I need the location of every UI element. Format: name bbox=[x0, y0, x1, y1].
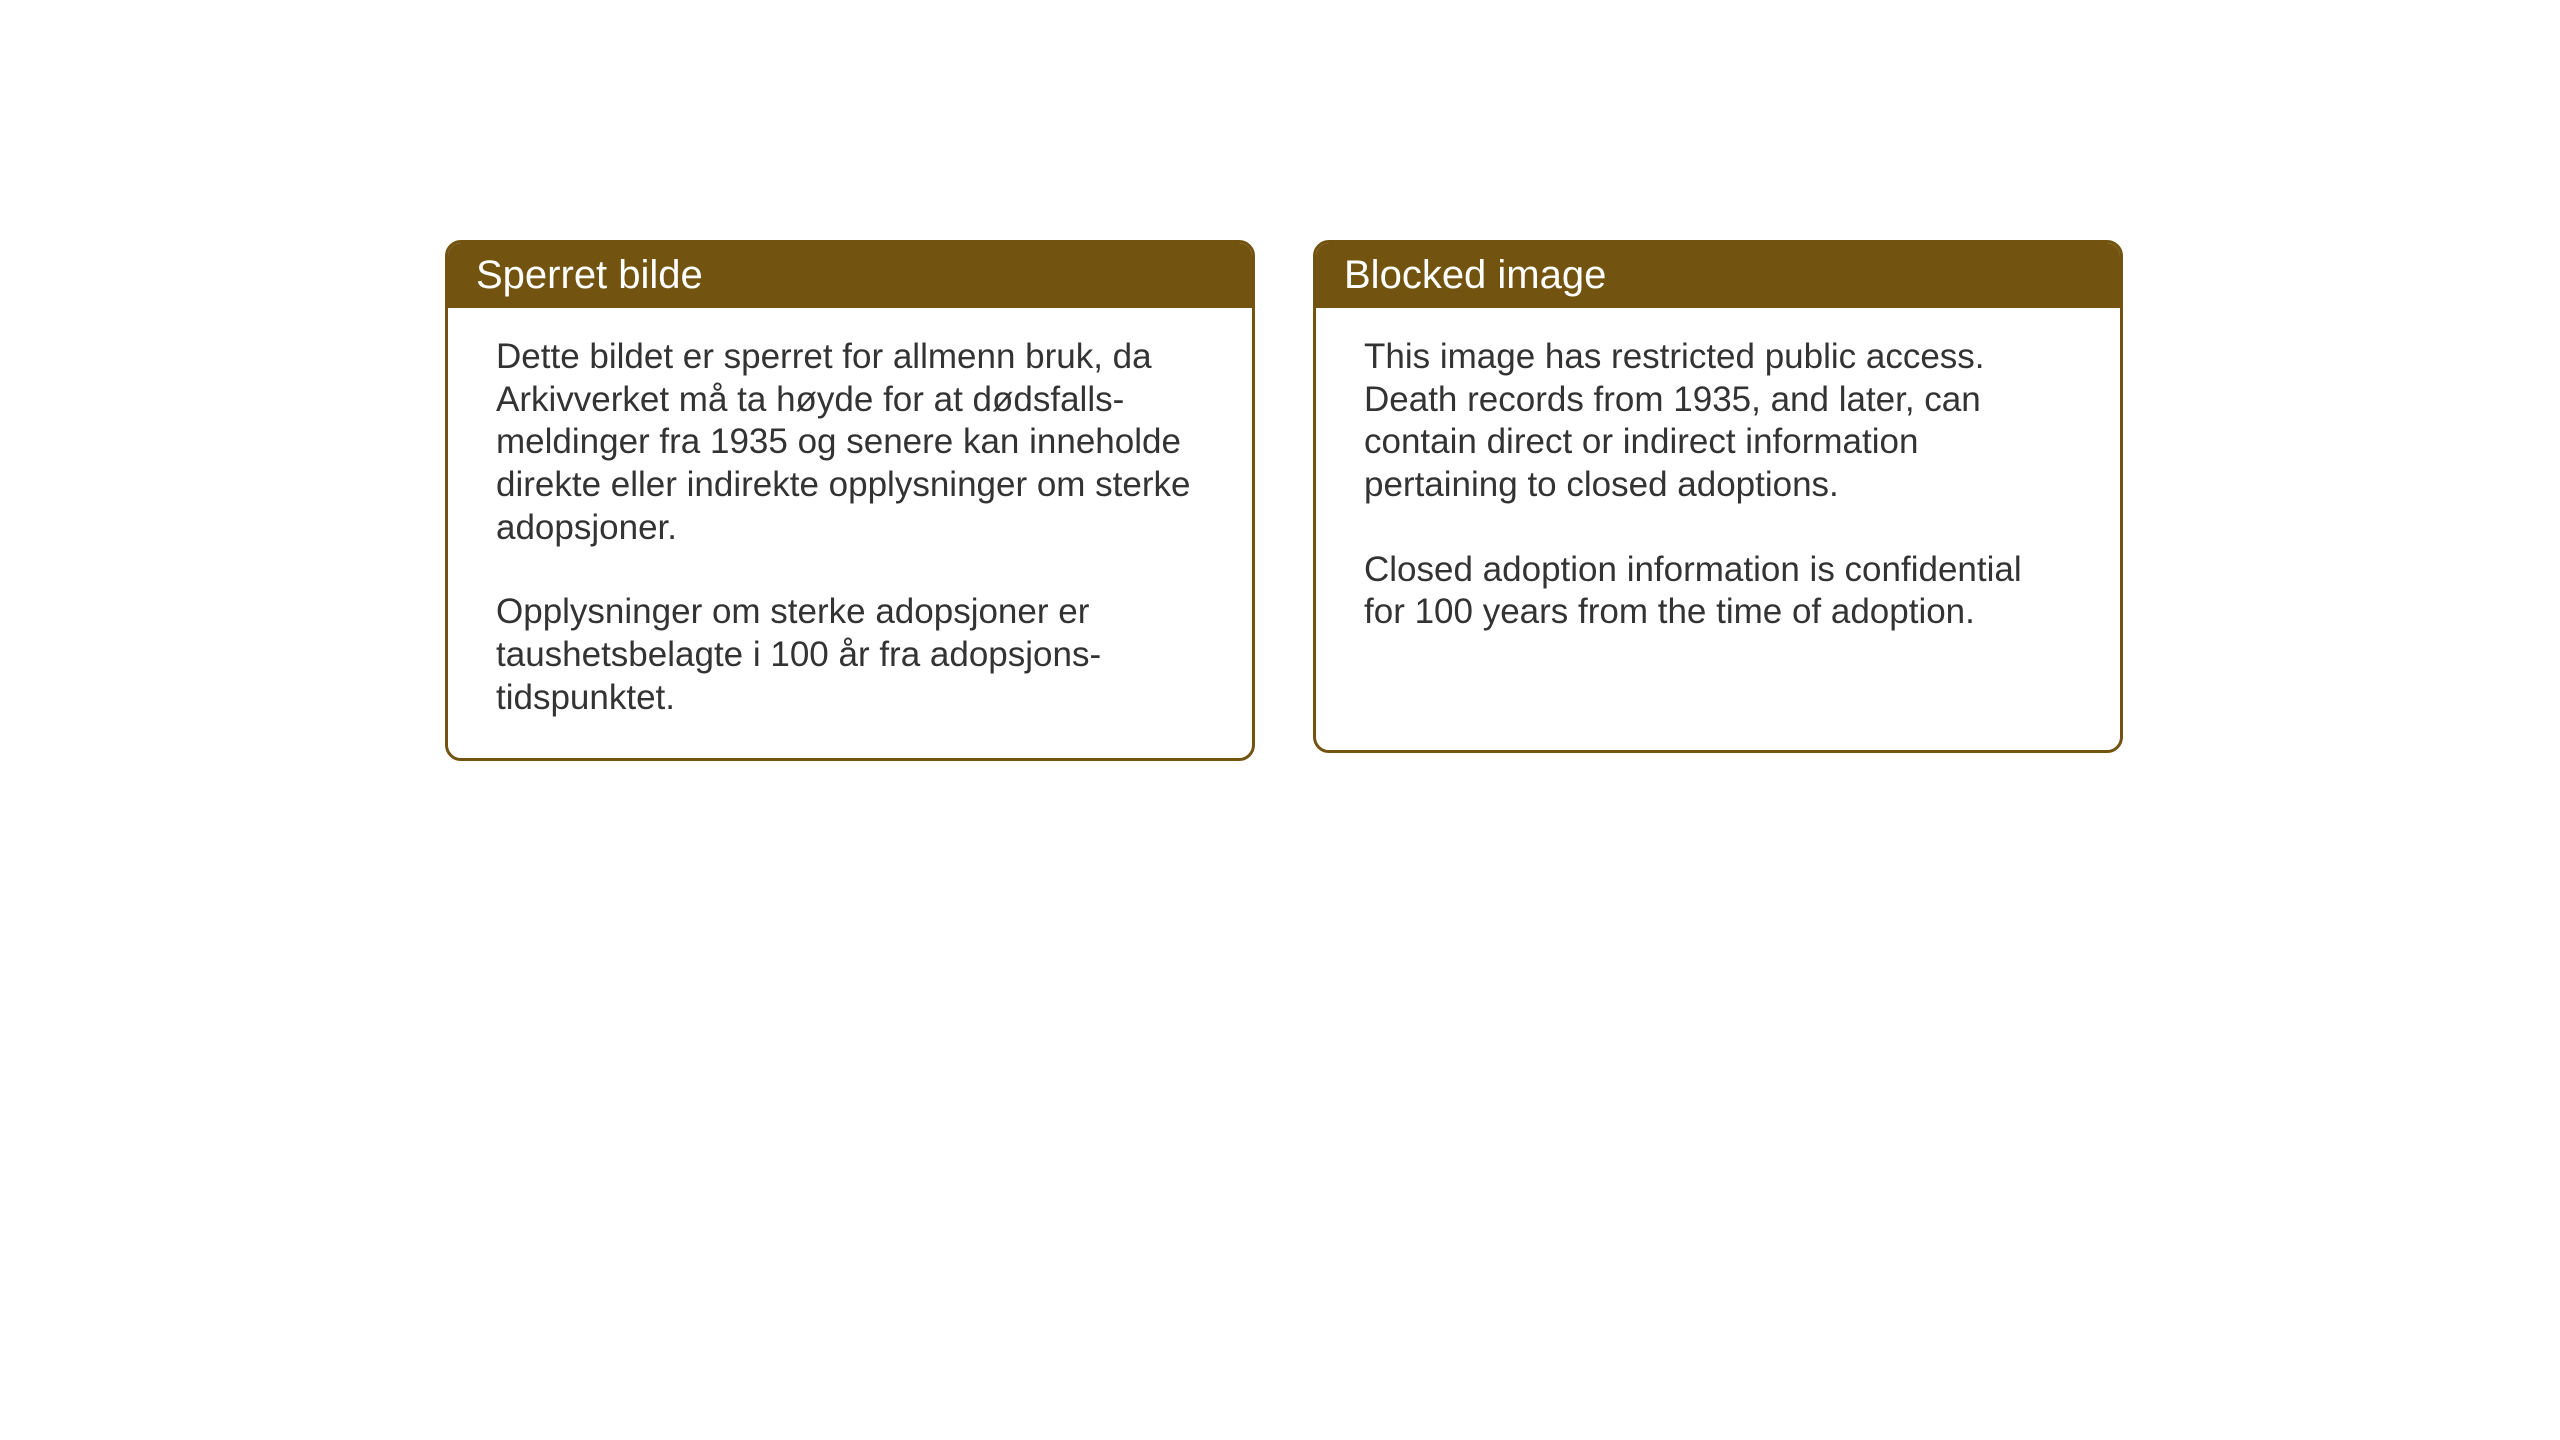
notice-body-norwegian: Dette bildet er sperret for allmenn bruk… bbox=[448, 308, 1252, 758]
notice-paragraph: Opplysninger om sterke adopsjoner er tau… bbox=[496, 591, 1204, 719]
notice-container: Sperret bilde Dette bildet er sperret fo… bbox=[445, 240, 2123, 761]
notice-paragraph: Dette bildet er sperret for allmenn bruk… bbox=[496, 336, 1204, 549]
notice-header-english: Blocked image bbox=[1316, 243, 2120, 308]
notice-card-english: Blocked image This image has restricted … bbox=[1313, 240, 2123, 753]
notice-paragraph: Closed adoption information is confident… bbox=[1364, 549, 2072, 634]
notice-body-english: This image has restricted public access.… bbox=[1316, 308, 2120, 672]
notice-header-norwegian: Sperret bilde bbox=[448, 243, 1252, 308]
notice-card-norwegian: Sperret bilde Dette bildet er sperret fo… bbox=[445, 240, 1255, 761]
notice-paragraph: This image has restricted public access.… bbox=[1364, 336, 2072, 507]
